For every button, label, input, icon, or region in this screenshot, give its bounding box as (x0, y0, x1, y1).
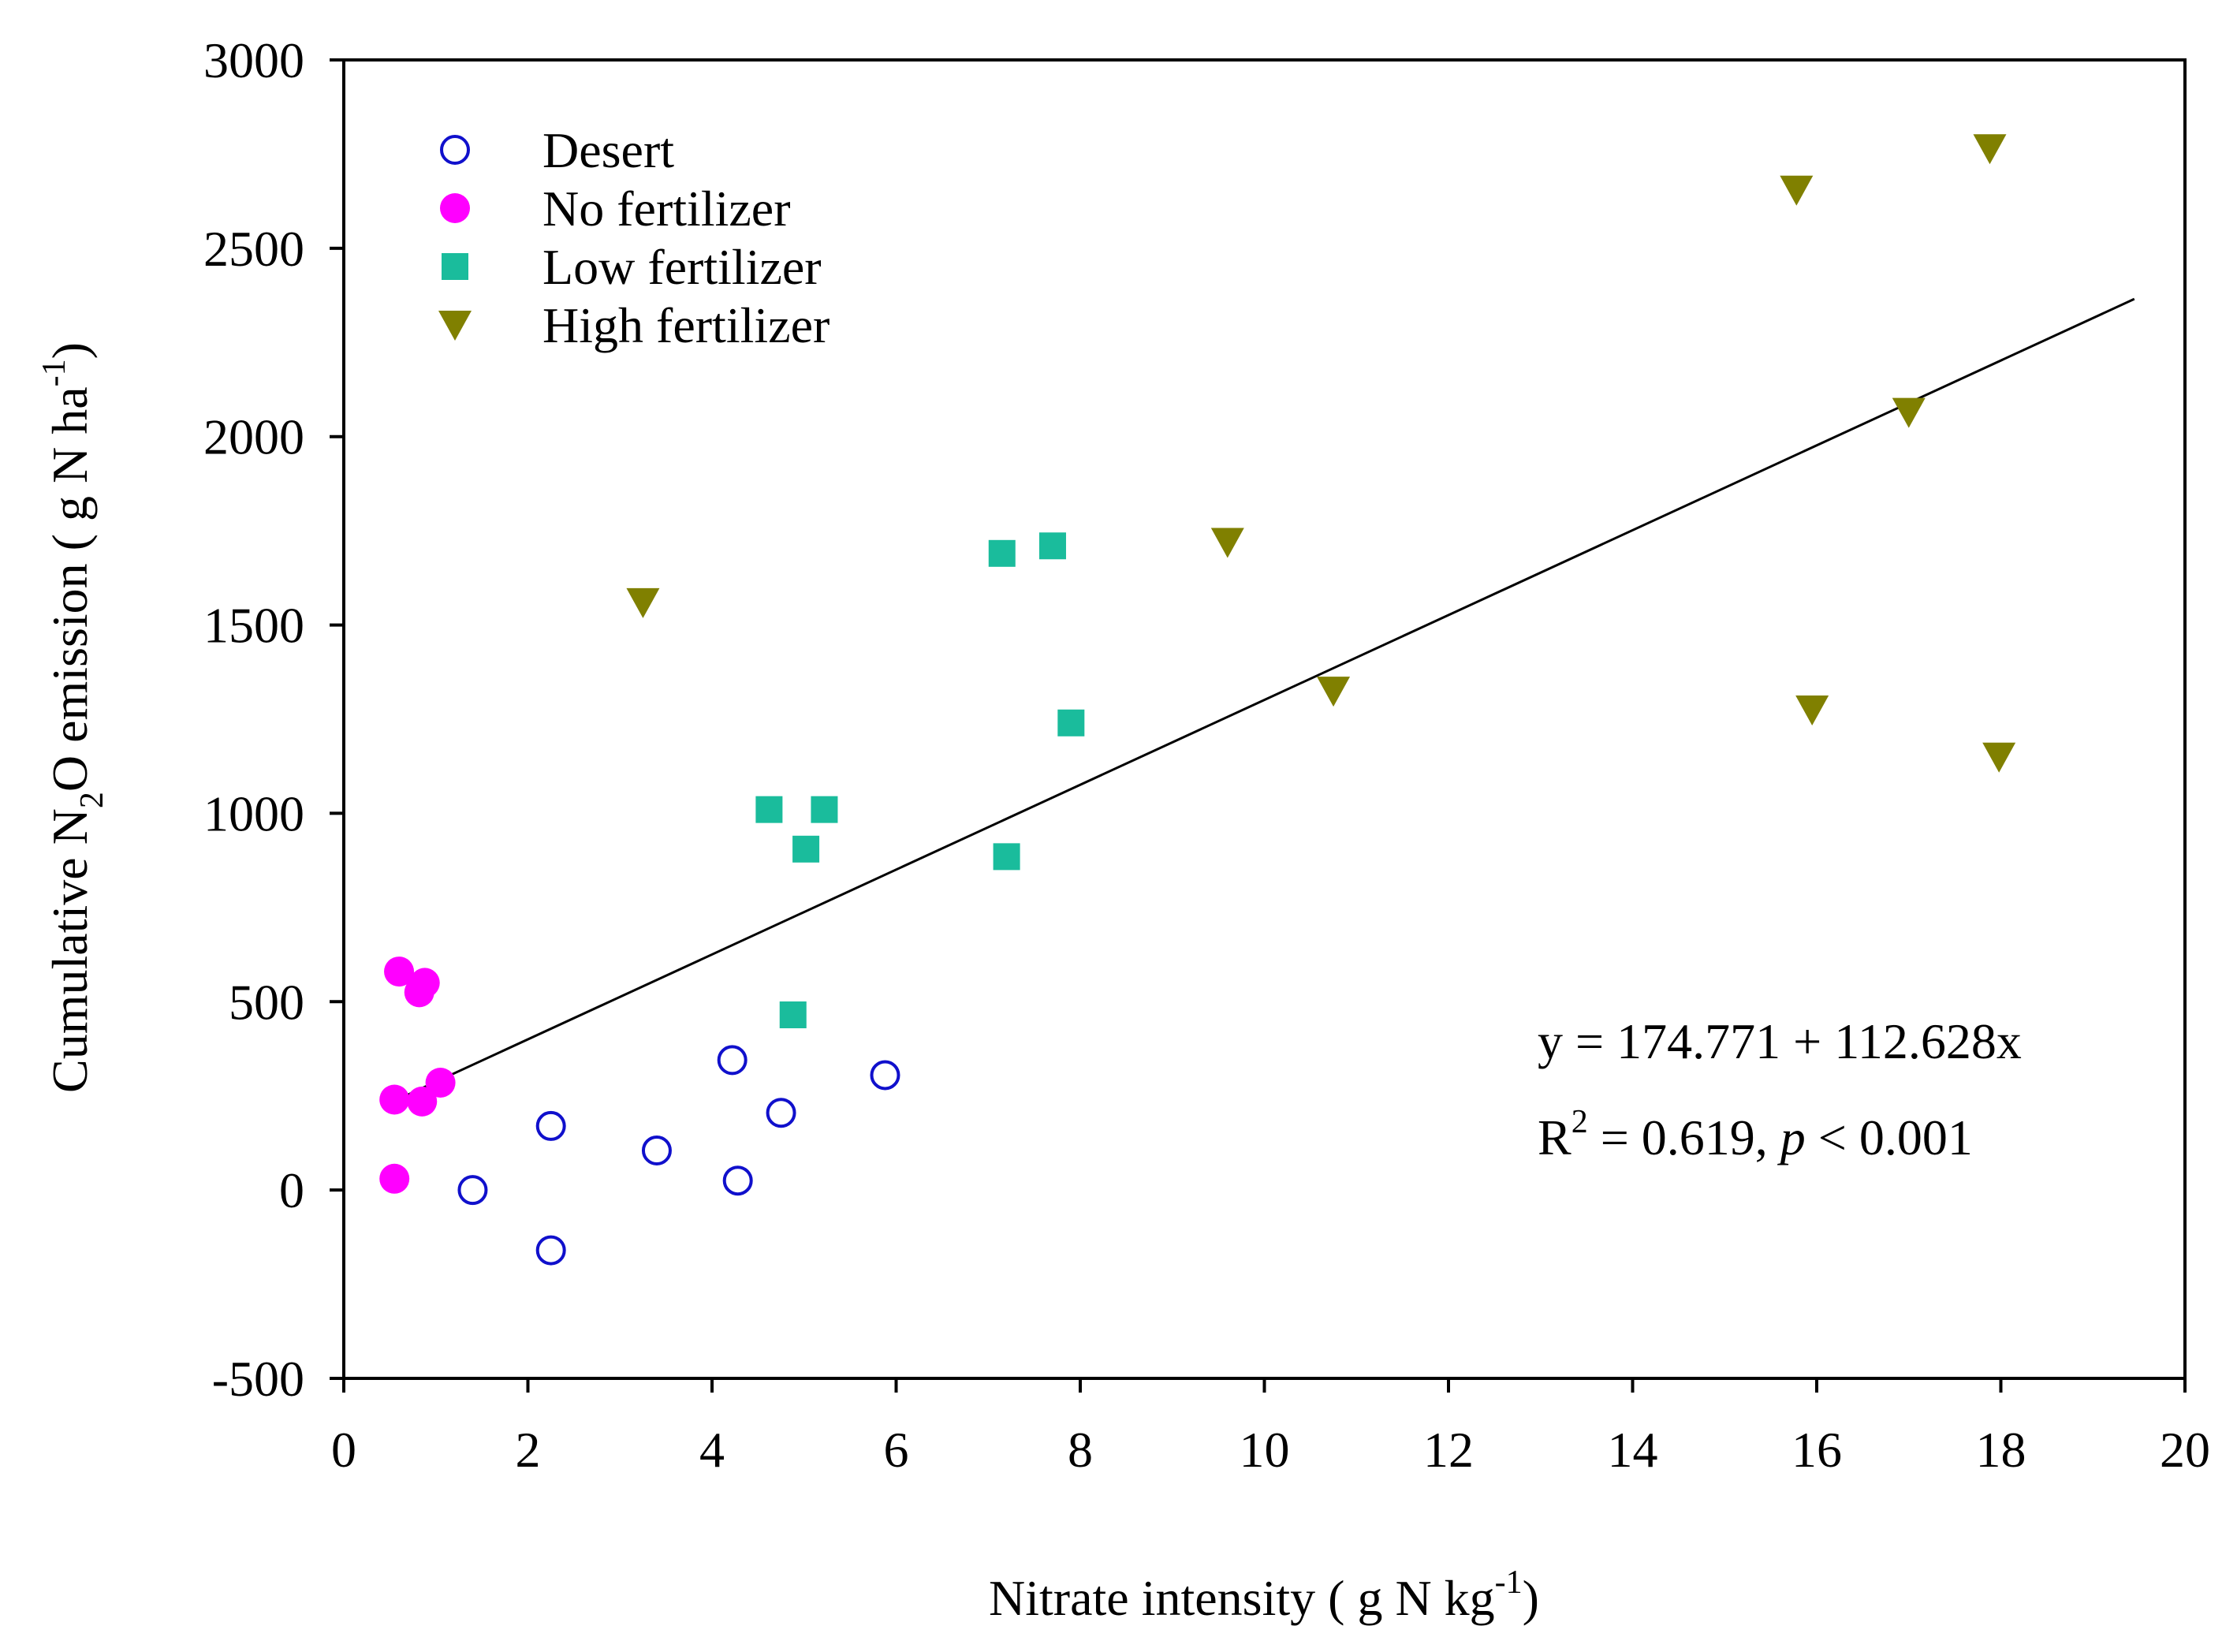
y-axis-title-sup: -1 (36, 359, 73, 386)
point-no-fertilizer (409, 968, 440, 998)
point-no-fertilizer (384, 957, 415, 987)
y-axis-title-middle: O emission ( g N ha (42, 386, 98, 792)
point-no-fertilizer (379, 1163, 410, 1194)
point-high-fertilizer (1210, 528, 1244, 558)
legend-label-low-fertilizer: Low fertilizer (542, 239, 822, 295)
x-tick-label: 0 (331, 1422, 356, 1478)
point-desert (535, 1235, 566, 1266)
legend-marker-desert (440, 135, 470, 165)
legend-label-high-fertilizer: High fertilizer (542, 297, 830, 353)
x-tick-label: 8 (1068, 1422, 1093, 1478)
r2-prefix: R (1538, 1109, 1571, 1165)
x-tick-label: 2 (516, 1422, 541, 1478)
legend-marker-high-fertilizer (438, 311, 472, 341)
x-axis-title: Nitrate intensity ( g N kg-1) (989, 1564, 1539, 1626)
point-desert (870, 1060, 900, 1091)
point-low-fertilizer (993, 843, 1020, 871)
y-axis-title-sub: 2 (74, 792, 110, 808)
regression-equation: y = 174.771 + 112.628x (1538, 1013, 2022, 1069)
x-axis-title-close: ) (1523, 1570, 1539, 1626)
y-tick-label: 1000 (203, 785, 304, 841)
x-axis-title-text: Nitrate intensity ( g N kg (989, 1570, 1495, 1626)
y-tick-label: 500 (229, 974, 304, 1030)
point-high-fertilizer (1795, 695, 1829, 726)
x-tick-label: 12 (1423, 1422, 1474, 1478)
point-low-fertilizer (988, 539, 1016, 567)
y-axis-title-prefix: Cumulative N (42, 808, 98, 1093)
axis-ticks (330, 58, 2187, 1393)
legend-marker-low-fertilizer (442, 253, 468, 280)
x-tick-label: 10 (1240, 1422, 1290, 1478)
y-tick-label: -500 (212, 1351, 304, 1407)
point-no-fertilizer (407, 1086, 438, 1117)
legend-label-desert: Desert (542, 122, 674, 178)
axis-tick-labels: 0 2 4 6 8 10 12 14 16 18 20 -500 0 500 1000 1500 2000 250… (203, 32, 2210, 1478)
y-tick-label: 1500 (203, 598, 304, 654)
r2-value: = 0.619, (1588, 1109, 1780, 1165)
data-points (379, 134, 2016, 1266)
point-high-fertilizer (1780, 175, 1814, 206)
legend-marker-no-fertilizer (440, 193, 470, 223)
legend-label-no-fertilizer: No fertilizer (542, 181, 791, 237)
x-tick-label: 18 (1976, 1422, 2026, 1478)
p-symbol: p (1777, 1109, 1806, 1165)
point-no-fertilizer (379, 1084, 410, 1115)
p-value: < 0.001 (1806, 1109, 1973, 1165)
y-axis-title-suffix: ) (42, 342, 98, 359)
x-tick-label: 14 (1608, 1422, 1658, 1478)
point-high-fertilizer (1973, 134, 2007, 165)
point-high-fertilizer (1982, 742, 2016, 773)
point-desert (641, 1135, 672, 1165)
point-desert (766, 1098, 796, 1128)
y-tick-label: 2500 (203, 221, 304, 277)
point-no-fertilizer (425, 1067, 456, 1098)
y-axis-title: Cumulative N2O emission ( g N ha-1) (36, 342, 110, 1093)
point-low-fertilizer (779, 1001, 807, 1029)
point-high-fertilizer (626, 587, 660, 618)
x-tick-label: 20 (2160, 1422, 2210, 1478)
x-tick-label: 16 (1791, 1422, 1842, 1478)
regression-line (398, 297, 2135, 1100)
point-high-fertilizer (1317, 677, 1351, 707)
point-low-fertilizer (1038, 532, 1066, 560)
point-high-fertilizer (1892, 397, 1926, 428)
point-desert (457, 1175, 488, 1206)
point-low-fertilizer (1057, 709, 1085, 737)
plot-frame (342, 58, 2187, 1380)
y-tick-label: 2000 (203, 409, 304, 465)
regression-stats: R2 = 0.619, p < 0.001 (1538, 1104, 1973, 1165)
point-low-fertilizer (755, 796, 783, 823)
point-desert (535, 1110, 566, 1141)
x-tick-label: 6 (884, 1422, 909, 1478)
x-tick-label: 4 (699, 1422, 725, 1478)
regression-line-group (398, 297, 2135, 1100)
point-desert (722, 1165, 753, 1196)
y-tick-label: 3000 (203, 32, 304, 88)
point-desert (717, 1045, 748, 1076)
r2-sup: 2 (1571, 1104, 1588, 1140)
point-low-fertilizer (792, 835, 820, 863)
y-tick-label: 0 (279, 1162, 304, 1218)
x-axis-title-sup: -1 (1495, 1564, 1523, 1601)
point-low-fertilizer (811, 796, 838, 823)
